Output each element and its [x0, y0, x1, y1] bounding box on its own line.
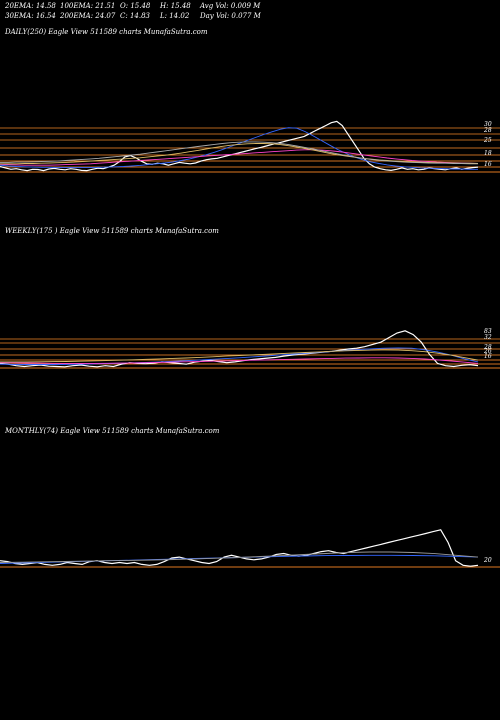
series-pink-line	[0, 149, 479, 166]
daily-panel-label: DAILY(250) Eagle View 511589 charts Muna…	[5, 28, 208, 36]
ema30-value: 30EMA: 16.54	[5, 12, 56, 20]
right-axis-label: 16	[484, 161, 492, 168]
series-gray-line	[0, 551, 479, 563]
series-yellow-line	[0, 349, 479, 363]
right-axis-label: 28	[483, 344, 492, 351]
ema20-value: 20EMA: 14.58	[5, 2, 56, 10]
series-price-line	[0, 120, 479, 172]
avg-volume-value: Avg Vol: 0.009 M	[200, 2, 261, 10]
close-value: C: 14.83	[120, 12, 150, 20]
series-price-line	[0, 330, 479, 368]
right-axis-label: 83	[484, 328, 492, 335]
right-axis-label: 28	[483, 127, 492, 134]
right-axis-label: 16	[484, 353, 492, 360]
right-axis-label: 18	[484, 150, 492, 157]
open-value: O: 15.48	[120, 2, 151, 10]
series-blue-line	[0, 127, 478, 170]
series-blue-line	[0, 347, 479, 365]
weekly-panel-label: WEEKLY(175 ) Eagle View 511589 charts Mu…	[5, 227, 219, 235]
series-pink-line	[0, 357, 479, 364]
high-value: H: 15.48	[160, 2, 191, 10]
day-volume-value: Day Vol: 0.077 M	[200, 12, 261, 20]
ema100-value: 100EMA: 21.51	[60, 2, 116, 10]
series-gray-line	[0, 141, 478, 165]
right-axis-label: 30	[484, 121, 492, 128]
ema200-value: 200EMA: 24.07	[60, 12, 116, 20]
series-yellow-line	[0, 143, 479, 165]
series-price-line	[0, 529, 479, 567]
monthly-panel-label: MONTHLY(74) Eagle View 511589 charts Mun…	[5, 427, 220, 435]
right-axis-label: 20	[483, 557, 492, 564]
low-value: L: 14.02	[160, 12, 190, 20]
right-axis-label: 26	[483, 348, 492, 355]
right-axis-label: 25	[483, 137, 492, 144]
right-axis-label: 32	[484, 334, 492, 341]
